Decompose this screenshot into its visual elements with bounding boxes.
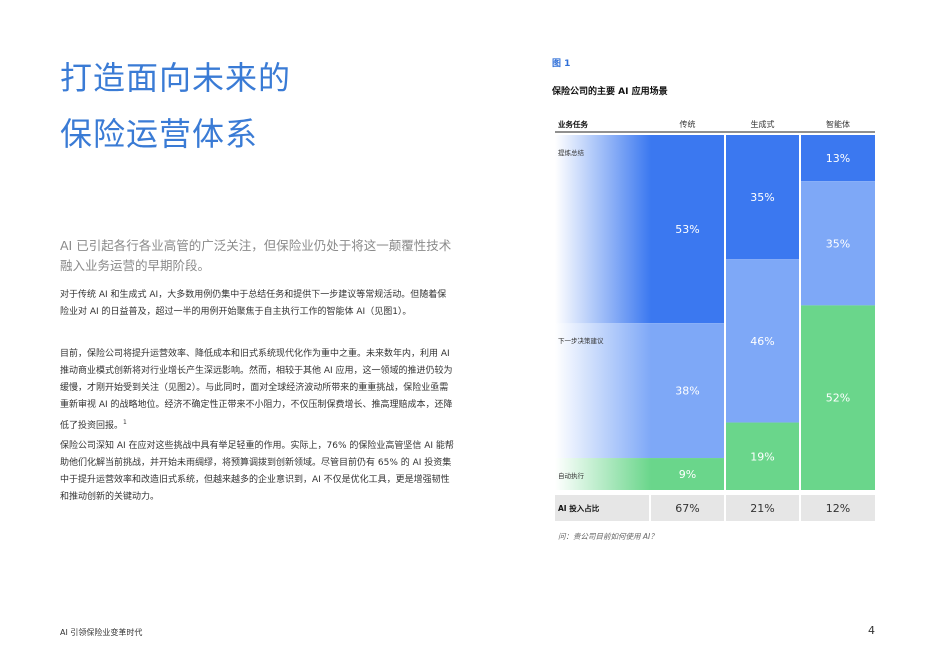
- investment-value: 12%: [826, 502, 850, 515]
- page-title-line2: 保险运营体系: [60, 115, 259, 153]
- data-label: 38%: [675, 385, 699, 398]
- task-band: [555, 323, 651, 459]
- data-label: 35%: [826, 237, 850, 250]
- investment-value: 21%: [750, 502, 774, 515]
- bar-segment: [726, 422, 799, 490]
- bar-segment: [726, 259, 799, 423]
- data-label: 19%: [750, 450, 774, 463]
- bar-segment: [801, 305, 875, 490]
- figure-note: 问：贵公司目前如何使用 AI？: [558, 532, 658, 541]
- task-label: 下一步决策建议: [558, 336, 604, 345]
- bar-segment: [651, 458, 724, 490]
- data-label: 9%: [679, 468, 696, 481]
- row-header: 业务任务: [558, 119, 588, 129]
- data-label: 35%: [750, 191, 774, 204]
- bar-segment: [726, 135, 799, 260]
- column-header: 生成式: [751, 119, 775, 129]
- column-header: 传统: [680, 119, 696, 129]
- bar-segment: [651, 323, 724, 459]
- task-label: 提炼总结: [558, 148, 585, 157]
- task-band: [555, 458, 651, 490]
- investment-cell: [726, 495, 799, 521]
- bar-segment: [801, 181, 875, 306]
- investment-value: 67%: [675, 502, 699, 515]
- investment-label-cell: [555, 495, 649, 521]
- page-title-line1: 打造面向未来的: [60, 59, 292, 97]
- body-paragraph-3: 保险公司深知 AI 在应对这些挑战中具有举足轻重的作用。实际上，76% 的保险业…: [60, 441, 454, 502]
- investment-cell: [651, 495, 724, 521]
- task-label: 自动执行: [558, 471, 585, 480]
- task-band: [555, 135, 651, 324]
- body-paragraph-2: 目前，保险公司将提升运营效率、降低成本和旧式系统现代化作为重中之重。未来数年内，…: [60, 346, 455, 435]
- column-header: 智能体: [826, 119, 850, 129]
- page-title: 打造面向未来的 保险运营体系: [60, 50, 291, 162]
- data-label: 52%: [826, 392, 850, 405]
- page-number: 4: [868, 624, 875, 637]
- data-label: 13%: [826, 152, 850, 165]
- figure-label: 图 1: [552, 59, 571, 69]
- investment-label: AI 投入占比: [558, 503, 600, 513]
- footnote-ref[interactable]: 1: [123, 419, 127, 426]
- investment-cell: [801, 495, 875, 521]
- body-paragraph-2-text: 目前，保险公司将提升运营效率、降低成本和旧式系统现代化作为重中之重。未来数年内，…: [60, 349, 453, 431]
- bar-segment: [651, 135, 724, 324]
- data-label: 46%: [750, 335, 774, 348]
- body-paragraph-1: 对于传统 AI 和生成式 AI，大多数用例仍集中于总结任务和提供下一步建议等常规…: [60, 290, 447, 317]
- bar-segment: [801, 135, 875, 182]
- footer-title: AI 引领保险业变革时代: [60, 628, 143, 637]
- lead-paragraph: AI 已引起各行各业高管的广泛关注，但保险业仍处于将这一颠覆性技术融入业务运营的…: [60, 238, 452, 273]
- figure-title: 保险公司的主要 AI 应用场景: [552, 87, 668, 97]
- data-label: 53%: [675, 223, 699, 236]
